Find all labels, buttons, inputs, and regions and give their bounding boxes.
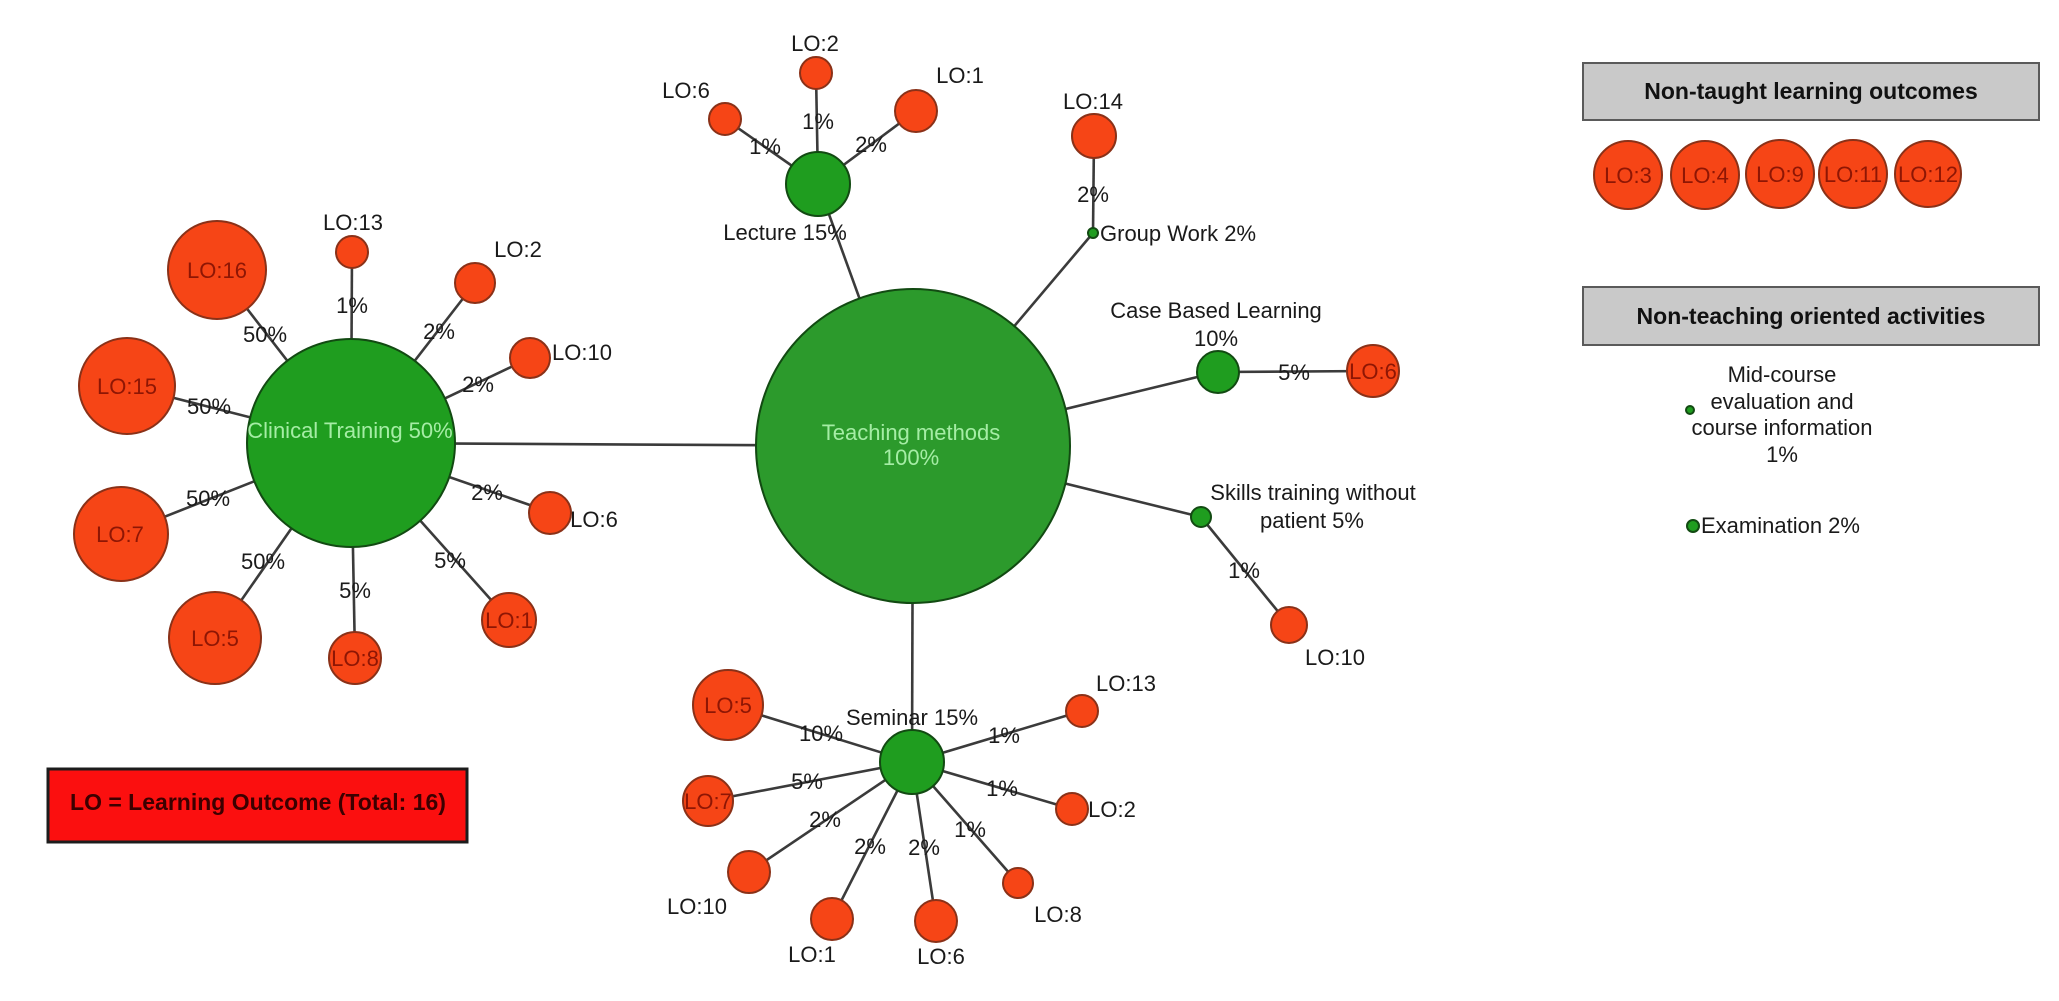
svg-text:LO:13: LO:13 xyxy=(323,210,383,235)
svg-text:5%: 5% xyxy=(434,548,466,573)
svg-text:LO:6: LO:6 xyxy=(570,507,618,532)
svg-text:10%: 10% xyxy=(799,721,843,746)
svg-text:2%: 2% xyxy=(855,132,887,157)
svg-text:LO:7: LO:7 xyxy=(96,522,144,547)
svg-text:Clinical Training 50%: Clinical Training 50% xyxy=(247,418,452,443)
svg-text:Non-taught learning outcomes: Non-taught learning outcomes xyxy=(1644,78,1978,104)
svg-text:2%: 2% xyxy=(471,480,503,505)
svg-text:50%: 50% xyxy=(186,486,230,511)
svg-text:2%: 2% xyxy=(854,834,886,859)
svg-text:LO:10: LO:10 xyxy=(552,340,612,365)
svg-text:patient 5%: patient 5% xyxy=(1260,508,1364,533)
svg-text:Group Work 2%: Group Work 2% xyxy=(1100,221,1256,246)
svg-text:LO:8: LO:8 xyxy=(331,646,379,671)
svg-text:LO = Learning Outcome (Total:: LO = Learning Outcome (Total: 16) xyxy=(70,789,446,815)
svg-text:evaluation and: evaluation and xyxy=(1710,389,1853,414)
svg-text:LO:1: LO:1 xyxy=(936,63,984,88)
svg-text:LO:14: LO:14 xyxy=(1063,89,1123,114)
svg-text:50%: 50% xyxy=(241,549,285,574)
svg-text:LO:4: LO:4 xyxy=(1681,163,1729,188)
svg-text:course information: course information xyxy=(1692,415,1873,440)
svg-text:5%: 5% xyxy=(791,769,823,794)
svg-text:LO:2: LO:2 xyxy=(791,31,839,56)
svg-text:100%: 100% xyxy=(883,445,939,470)
svg-text:LO:13: LO:13 xyxy=(1096,671,1156,696)
svg-text:LO:16: LO:16 xyxy=(187,258,247,283)
svg-text:Lecture 15%: Lecture 15% xyxy=(723,220,847,245)
svg-text:1%: 1% xyxy=(336,293,368,318)
svg-text:1%: 1% xyxy=(749,134,781,159)
svg-text:LO:7: LO:7 xyxy=(684,789,732,814)
svg-text:1%: 1% xyxy=(1766,442,1798,467)
svg-text:LO:1: LO:1 xyxy=(485,608,533,633)
svg-text:LO:5: LO:5 xyxy=(191,626,239,651)
svg-text:LO:15: LO:15 xyxy=(97,374,157,399)
svg-text:10%: 10% xyxy=(1194,326,1238,351)
svg-text:2%: 2% xyxy=(1077,182,1109,207)
svg-text:Examination 2%: Examination 2% xyxy=(1701,513,1860,538)
svg-text:50%: 50% xyxy=(243,322,287,347)
svg-text:2%: 2% xyxy=(423,319,455,344)
svg-text:Non-teaching oriented activiti: Non-teaching oriented activities xyxy=(1637,303,1986,329)
svg-text:LO:10: LO:10 xyxy=(667,894,727,919)
svg-text:Mid-course: Mid-course xyxy=(1728,362,1837,387)
svg-text:LO:12: LO:12 xyxy=(1898,162,1958,187)
svg-text:LO:9: LO:9 xyxy=(1756,162,1804,187)
svg-text:LO:6: LO:6 xyxy=(662,78,710,103)
svg-text:LO:6: LO:6 xyxy=(917,944,965,969)
svg-text:Seminar 15%: Seminar 15% xyxy=(846,705,978,730)
svg-text:LO:10: LO:10 xyxy=(1305,645,1365,670)
svg-text:LO:3: LO:3 xyxy=(1604,163,1652,188)
svg-text:LO:2: LO:2 xyxy=(1088,797,1136,822)
svg-text:LO:5: LO:5 xyxy=(704,693,752,718)
svg-text:1%: 1% xyxy=(802,109,834,134)
svg-text:2%: 2% xyxy=(809,807,841,832)
svg-text:5%: 5% xyxy=(339,578,371,603)
svg-text:LO:2: LO:2 xyxy=(494,237,542,262)
svg-text:1%: 1% xyxy=(1228,558,1260,583)
svg-text:LO:1: LO:1 xyxy=(788,942,836,967)
svg-text:50%: 50% xyxy=(187,394,231,419)
svg-text:LO:8: LO:8 xyxy=(1034,902,1082,927)
svg-text:1%: 1% xyxy=(954,817,986,842)
svg-text:LO:11: LO:11 xyxy=(1824,162,1882,187)
svg-text:Skills training without: Skills training without xyxy=(1210,480,1415,505)
svg-text:Case Based Learning: Case Based Learning xyxy=(1110,298,1322,323)
svg-text:2%: 2% xyxy=(462,372,494,397)
svg-text:2%: 2% xyxy=(908,835,940,860)
svg-text:LO:6: LO:6 xyxy=(1349,359,1397,384)
svg-text:5%: 5% xyxy=(1278,360,1310,385)
svg-text:1%: 1% xyxy=(986,776,1018,801)
svg-text:1%: 1% xyxy=(988,723,1020,748)
svg-text:Teaching methods: Teaching methods xyxy=(822,420,1001,445)
